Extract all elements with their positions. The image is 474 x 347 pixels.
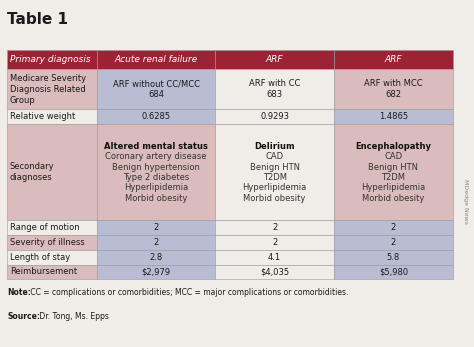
Text: Morbid obesity: Morbid obesity	[362, 194, 425, 203]
Bar	[334, 264, 453, 279]
Bar	[334, 235, 453, 250]
Text: 0.9293: 0.9293	[260, 112, 289, 121]
Text: Benign HTN: Benign HTN	[368, 162, 419, 171]
Text: Relative weight: Relative weight	[10, 112, 75, 121]
Bar	[97, 250, 215, 264]
Bar	[97, 124, 215, 220]
Text: ARF: ARF	[266, 55, 283, 64]
Text: Reimbursement: Reimbursement	[10, 268, 77, 277]
Text: 2: 2	[391, 223, 396, 232]
Text: ARF: ARF	[384, 55, 402, 64]
Text: 2.8: 2.8	[149, 253, 163, 262]
Text: 2: 2	[391, 238, 396, 247]
Text: 2: 2	[154, 238, 159, 247]
Bar	[215, 220, 334, 235]
Bar	[7, 50, 97, 69]
Bar	[7, 69, 97, 109]
Text: T2DM: T2DM	[263, 173, 287, 182]
Bar	[215, 109, 334, 124]
Text: $4,035: $4,035	[260, 268, 289, 277]
Bar	[334, 69, 453, 109]
Text: Note:: Note:	[7, 288, 31, 297]
Text: 0.6285: 0.6285	[141, 112, 171, 121]
Bar	[97, 220, 215, 235]
Text: Length of stay: Length of stay	[10, 253, 70, 262]
Text: Severity of illness: Severity of illness	[10, 238, 85, 247]
Text: Morbid obesity: Morbid obesity	[244, 194, 306, 203]
Text: $2,979: $2,979	[141, 268, 171, 277]
Bar	[334, 220, 453, 235]
Bar	[334, 250, 453, 264]
Text: Encephalopathy: Encephalopathy	[356, 142, 431, 151]
Text: Benign HTN: Benign HTN	[250, 162, 300, 171]
Text: Primary diagnosis: Primary diagnosis	[10, 55, 91, 64]
Text: Source:: Source:	[7, 312, 40, 321]
Bar	[7, 235, 97, 250]
Text: ARF without CC/MCC
684: ARF without CC/MCC 684	[112, 79, 200, 99]
Text: Type 2 diabetes: Type 2 diabetes	[123, 173, 189, 182]
Text: CAD: CAD	[265, 152, 284, 161]
Bar	[215, 124, 334, 220]
Bar	[215, 250, 334, 264]
Bar	[215, 50, 334, 69]
Bar	[97, 50, 215, 69]
Bar	[334, 109, 453, 124]
Text: Coronary artery disease: Coronary artery disease	[105, 152, 207, 161]
Text: Acute renal failure: Acute renal failure	[114, 55, 198, 64]
Bar	[215, 264, 334, 279]
Text: Secondary
diagnoses: Secondary diagnoses	[10, 162, 55, 182]
Bar	[334, 124, 453, 220]
Text: Table 1: Table 1	[7, 12, 68, 27]
Bar	[97, 235, 215, 250]
Text: 5.8: 5.8	[387, 253, 400, 262]
Bar	[7, 264, 97, 279]
Text: Hyperlipidemia: Hyperlipidemia	[124, 183, 188, 192]
Text: 2: 2	[272, 238, 277, 247]
Text: T2DM: T2DM	[382, 173, 405, 182]
Text: 2: 2	[154, 223, 159, 232]
Text: ARF with CC
683: ARF with CC 683	[249, 79, 301, 99]
Bar	[215, 235, 334, 250]
Text: ARF with MCC
682: ARF with MCC 682	[364, 79, 423, 99]
Bar	[7, 109, 97, 124]
Text: Hyperlipidemia: Hyperlipidemia	[243, 183, 307, 192]
Text: Delirium: Delirium	[255, 142, 295, 151]
Text: Morbid obesity: Morbid obesity	[125, 194, 187, 203]
Bar	[97, 109, 215, 124]
Text: Altered mental status: Altered mental status	[104, 142, 208, 151]
Bar	[7, 124, 97, 220]
Bar	[334, 50, 453, 69]
Bar	[97, 264, 215, 279]
Bar	[215, 69, 334, 109]
Text: Benign hypertension: Benign hypertension	[112, 162, 200, 171]
Text: Hyperlipidemia: Hyperlipidemia	[361, 183, 426, 192]
Text: 2: 2	[272, 223, 277, 232]
Bar	[7, 220, 97, 235]
Text: $5,980: $5,980	[379, 268, 408, 277]
Text: MDedge News: MDedge News	[463, 179, 468, 224]
Text: CAD: CAD	[384, 152, 402, 161]
Text: CC = complications or comorbidities; MCC = major complications or comorbidities.: CC = complications or comorbidities; MCC…	[28, 288, 348, 297]
Text: Dr. Tong, Ms. Epps: Dr. Tong, Ms. Epps	[36, 312, 109, 321]
Bar	[7, 250, 97, 264]
Text: Range of motion: Range of motion	[10, 223, 80, 232]
Text: Medicare Severity
Diagnosis Related
Group: Medicare Severity Diagnosis Related Grou…	[10, 74, 86, 105]
Bar	[97, 69, 215, 109]
Text: 4.1: 4.1	[268, 253, 281, 262]
Text: 1.4865: 1.4865	[379, 112, 408, 121]
